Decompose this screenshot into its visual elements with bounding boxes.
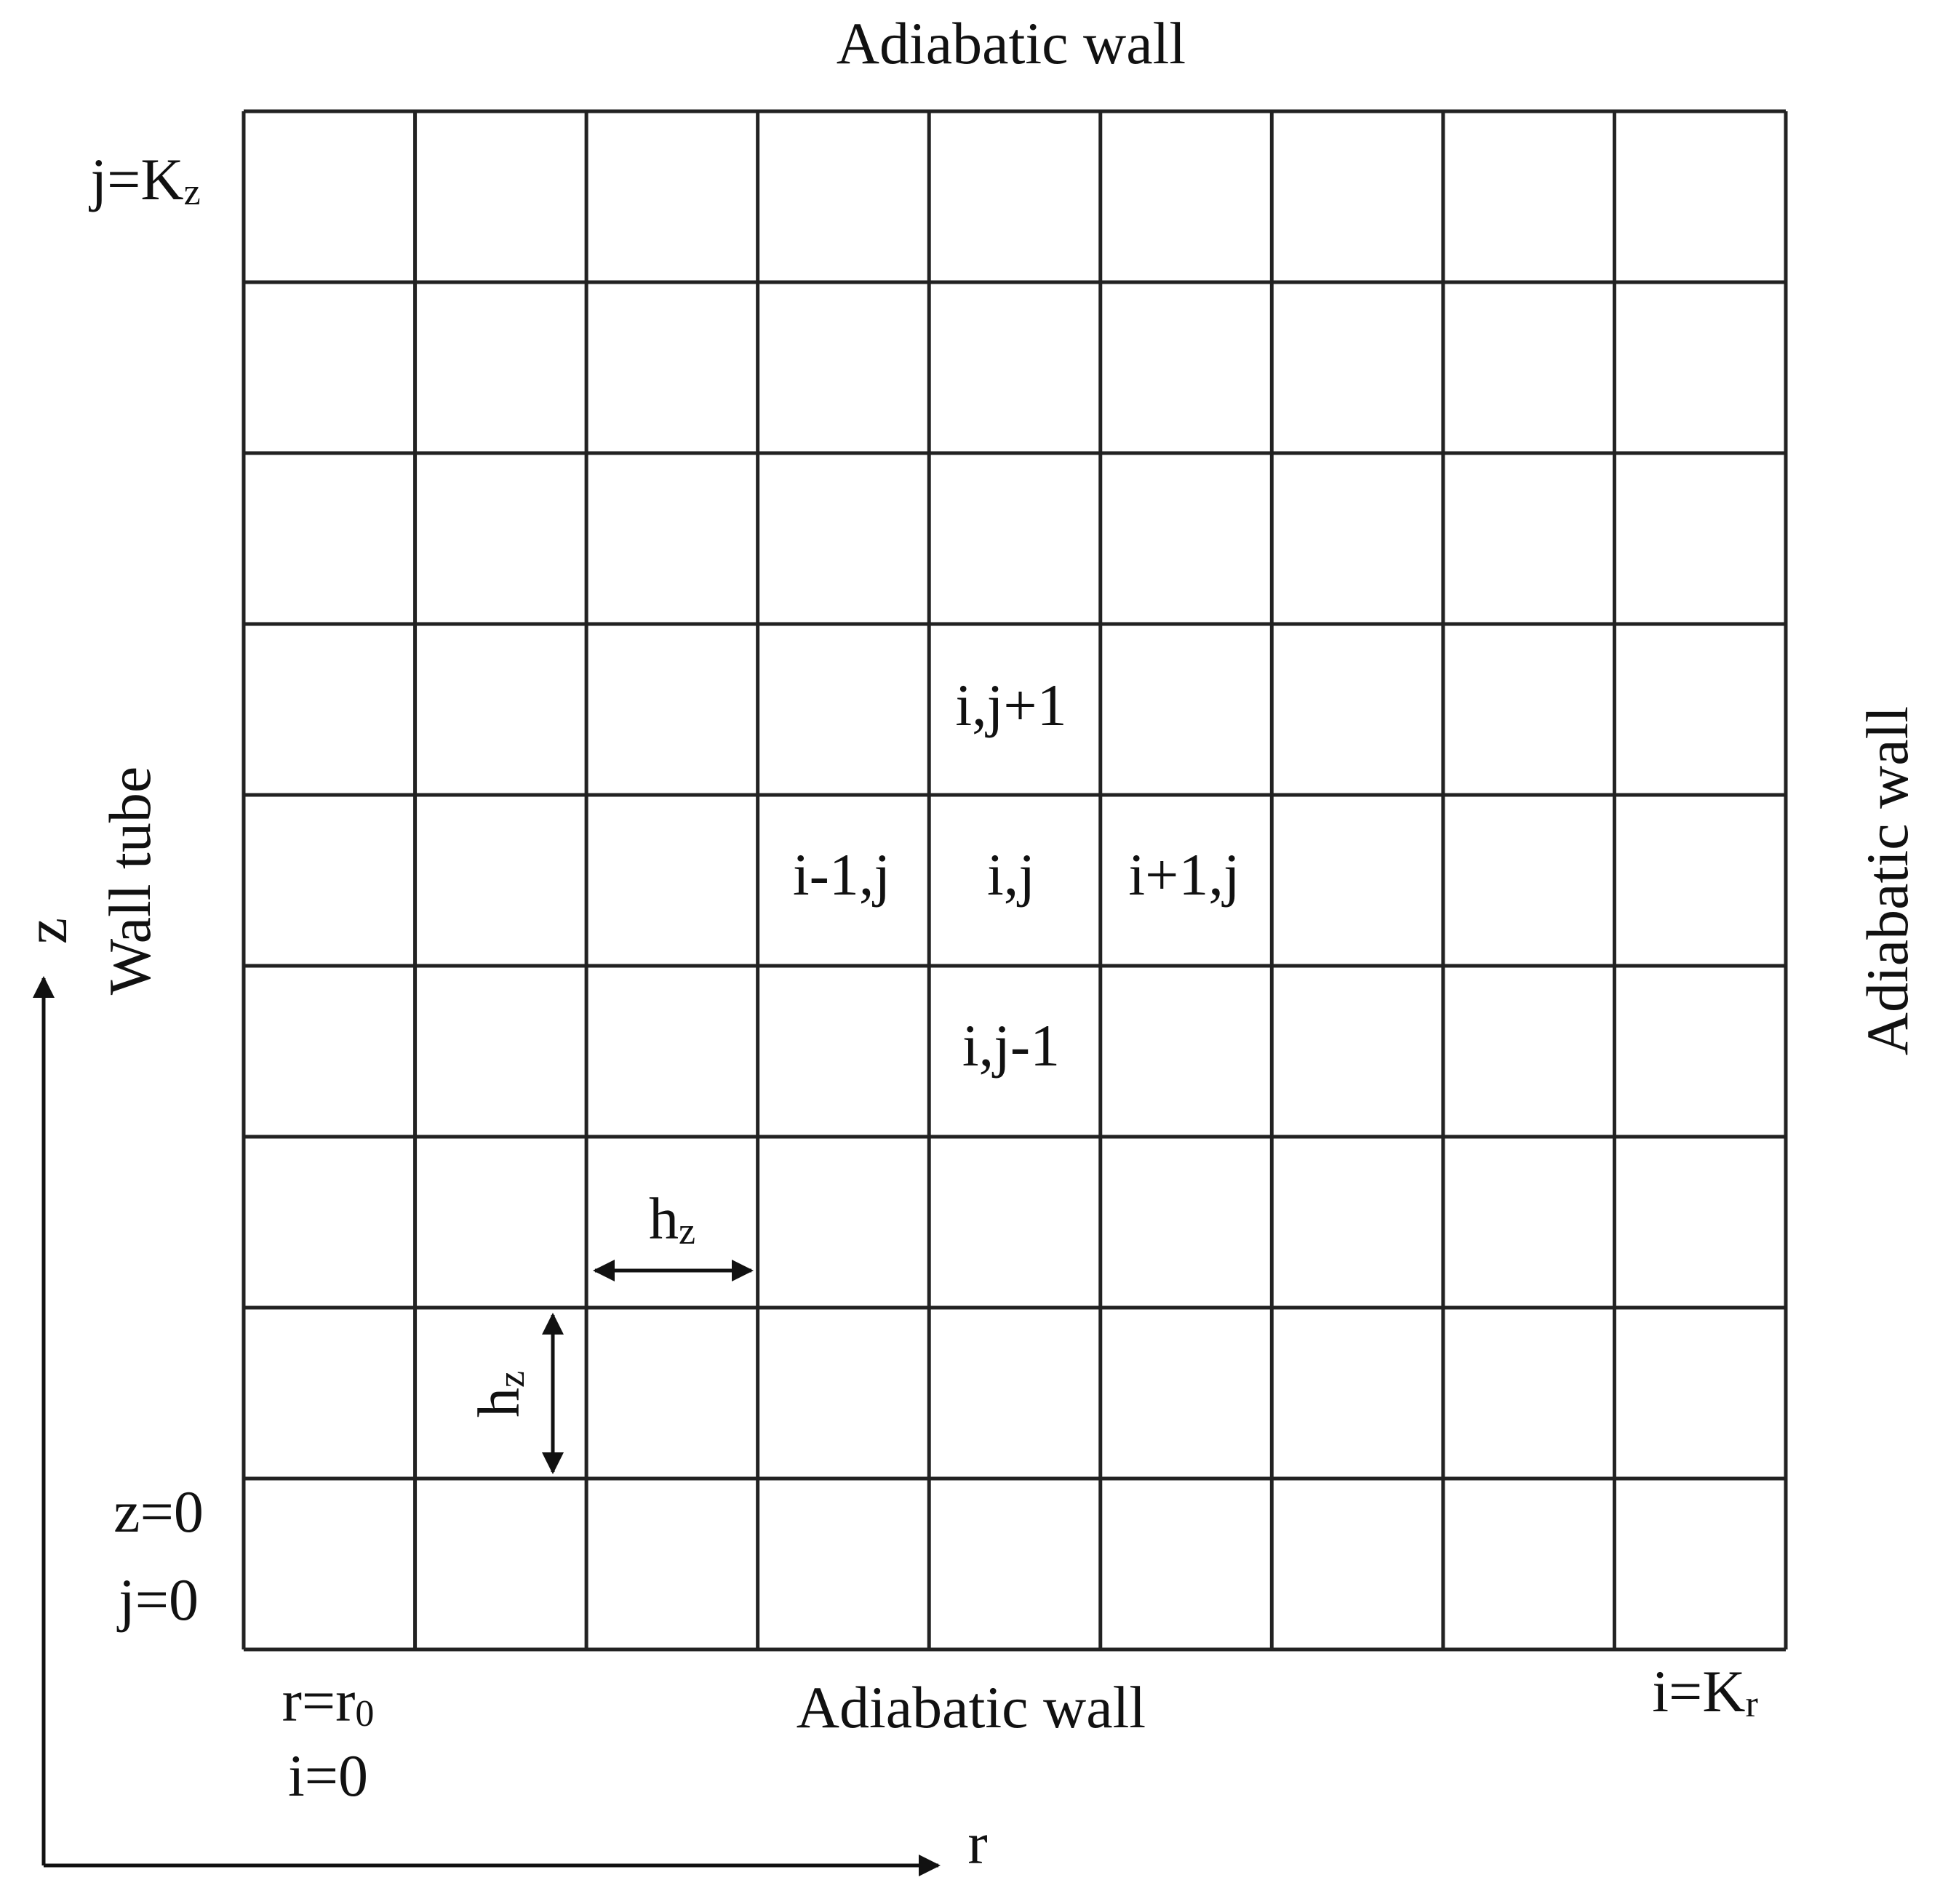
main: i=K xyxy=(1652,1658,1745,1724)
subscript: z xyxy=(491,1371,532,1388)
stencil-center: i,j xyxy=(987,841,1035,908)
main: j=K xyxy=(88,146,183,212)
i0-label: i=0 xyxy=(288,1743,368,1809)
subscript: r xyxy=(1745,1684,1757,1725)
hz-label-vertical: hz xyxy=(466,1371,532,1417)
r-axis-label: r xyxy=(967,1810,987,1876)
stencil-east: i+1,j xyxy=(1128,841,1240,908)
main: h xyxy=(466,1388,532,1417)
main: r=r xyxy=(282,1668,356,1734)
axes xyxy=(33,976,941,1876)
grid xyxy=(241,109,1788,1652)
i-right-label: i=Kr xyxy=(1652,1658,1758,1725)
r0-label: r=r0 xyxy=(282,1668,375,1735)
j0-label: j=0 xyxy=(116,1567,199,1633)
subscript: z xyxy=(679,1211,695,1252)
subscript: 0 xyxy=(355,1693,374,1735)
left-wall-label: Wall tube xyxy=(97,767,163,995)
stencil-north: i,j+1 xyxy=(955,672,1066,738)
bottom-wall-label: Adiabatic wall xyxy=(797,1674,1146,1740)
z0-label: z=0 xyxy=(113,1479,204,1545)
top-wall-label: Adiabatic wall xyxy=(837,10,1186,76)
j-top-label: j=Kz xyxy=(88,146,200,213)
stencil-west: i-1,j xyxy=(793,841,890,908)
right-wall-label: Adiabatic wall xyxy=(1854,706,1920,1055)
stencil-south: i,j-1 xyxy=(962,1012,1060,1079)
main: h xyxy=(649,1185,679,1252)
subscript: z xyxy=(184,172,201,213)
hz-label-horizontal: hz xyxy=(649,1185,695,1252)
z-axis-label: z xyxy=(13,918,79,944)
